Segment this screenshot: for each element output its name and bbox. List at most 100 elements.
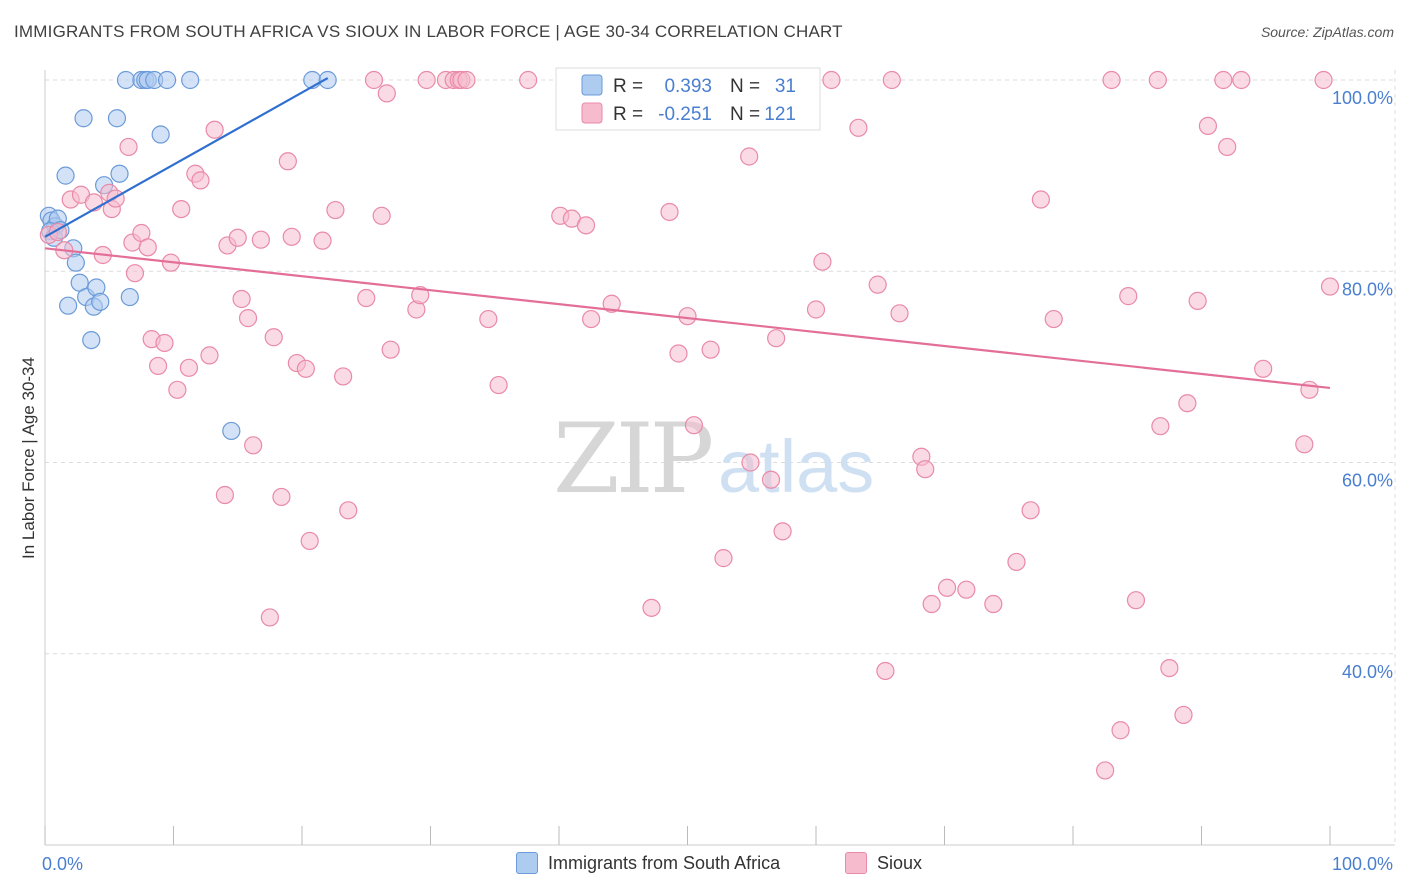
data-point <box>120 287 139 307</box>
data-point <box>82 331 101 350</box>
data-point <box>179 358 199 377</box>
data-point <box>1320 277 1340 296</box>
trend-line <box>44 247 1331 390</box>
data-point <box>1232 70 1251 90</box>
data-point <box>602 294 621 313</box>
data-point <box>181 70 200 90</box>
data-point <box>110 164 129 183</box>
data-point <box>701 340 720 359</box>
n-value: 31 <box>775 76 796 97</box>
data-point <box>357 288 376 308</box>
data-point <box>767 329 786 348</box>
data-point <box>1151 417 1170 436</box>
data-point <box>714 549 733 568</box>
data-point <box>300 531 319 551</box>
y-tick-label: 60.0% <box>1342 471 1393 491</box>
data-point <box>125 264 145 283</box>
stats-swatch <box>581 102 603 124</box>
data-point <box>260 608 279 627</box>
data-point <box>922 594 941 614</box>
data-point <box>296 359 315 378</box>
data-point <box>232 289 251 309</box>
data-point <box>1300 380 1319 399</box>
data-point <box>381 340 400 359</box>
data-point <box>1044 309 1063 329</box>
n-label: N = <box>730 76 760 97</box>
y-tick-label: 100.0% <box>1332 88 1393 108</box>
data-point <box>1096 761 1115 780</box>
data-point <box>1160 658 1179 678</box>
data-point <box>205 120 224 139</box>
data-point <box>1295 435 1314 454</box>
data-point <box>244 436 263 455</box>
r-label: R = <box>613 104 643 125</box>
data-point <box>228 228 247 247</box>
n-label: N = <box>730 104 760 125</box>
data-point <box>684 416 704 435</box>
data-point <box>238 309 258 328</box>
data-point <box>56 166 75 185</box>
data-points <box>39 70 1340 780</box>
data-point <box>916 460 935 479</box>
data-point <box>1102 70 1121 90</box>
legend-item-sioux[interactable]: Sioux <box>845 852 922 874</box>
data-point <box>740 147 759 166</box>
y-axis-title: In Labor Force | Age 30-34 <box>19 357 38 559</box>
data-point <box>1148 70 1167 90</box>
data-point <box>372 206 391 225</box>
legend-item-south-africa[interactable]: Immigrants from South Africa <box>516 852 780 874</box>
data-point <box>669 344 688 363</box>
source-credit: Source: ZipAtlas.com <box>1260 24 1394 40</box>
r-label: R = <box>613 76 643 97</box>
data-point <box>1126 591 1146 610</box>
watermark: ZIP atlas <box>553 403 874 515</box>
data-point <box>761 470 781 489</box>
data-point <box>957 580 976 599</box>
data-point <box>155 333 174 353</box>
data-point <box>377 84 396 103</box>
data-point <box>1021 501 1040 520</box>
data-point <box>191 171 210 190</box>
data-point <box>313 231 332 250</box>
data-point <box>74 109 93 128</box>
data-point <box>318 70 337 90</box>
data-point <box>813 252 832 271</box>
data-point <box>151 125 170 144</box>
watermark-atlas: atlas <box>718 425 874 508</box>
data-point <box>1218 137 1237 157</box>
data-point <box>282 227 301 246</box>
y-tick-label: 80.0% <box>1342 279 1393 299</box>
trend-line <box>44 77 329 238</box>
data-point <box>138 238 157 257</box>
data-point <box>519 70 538 90</box>
data-point <box>489 375 508 395</box>
data-point <box>479 309 498 329</box>
data-point <box>1214 70 1233 90</box>
data-point <box>278 152 297 171</box>
data-point <box>66 253 85 272</box>
stats-swatch <box>581 74 603 96</box>
data-point <box>876 661 895 681</box>
data-point <box>660 202 679 222</box>
axes: 40.0% 60.0% 80.0% 100.0% 0.0% 100.0% In Labor … <box>19 70 1395 874</box>
data-point <box>1314 70 1333 90</box>
data-point <box>984 594 1003 614</box>
legend-label: Sioux <box>877 852 923 873</box>
data-point <box>168 380 187 399</box>
data-point <box>251 230 270 249</box>
data-point <box>157 70 177 90</box>
data-point <box>172 199 191 219</box>
chart-title: IMMIGRANTS FROM SOUTH AFRICA VS SIOUX IN… <box>14 22 843 41</box>
data-point <box>222 421 241 441</box>
data-point <box>339 501 358 520</box>
data-point <box>849 118 868 137</box>
data-point <box>272 487 291 507</box>
legend-swatch-pink <box>845 852 867 874</box>
data-point <box>107 109 127 128</box>
data-point <box>91 292 110 311</box>
data-point <box>326 200 345 220</box>
data-point <box>822 70 841 90</box>
r-value: 0.393 <box>664 76 712 97</box>
x-tick-label: 0.0% <box>42 854 83 874</box>
